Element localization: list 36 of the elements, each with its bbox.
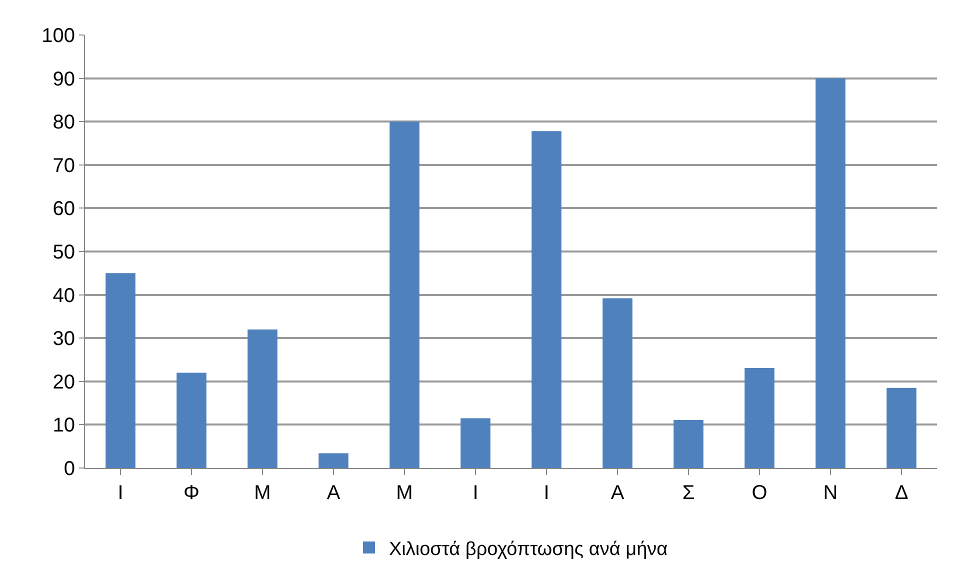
y-tick-label: 100 (42, 25, 75, 47)
y-tick-label: 70 (52, 154, 75, 177)
y-tick-label: 10 (52, 414, 75, 437)
x-tick-label: Ι (118, 482, 124, 504)
bar (248, 329, 278, 468)
y-tick-label: 90 (52, 68, 75, 90)
bar (886, 388, 916, 468)
x-tick-label: Α (326, 482, 341, 504)
bar (390, 122, 420, 468)
bar (176, 372, 206, 468)
x-tick-label: Ι (544, 482, 550, 504)
y-tick-label: 20 (52, 371, 75, 394)
y-tick-label: 60 (52, 198, 75, 220)
x-tick-label: Ν (823, 482, 838, 504)
bar (674, 420, 704, 468)
bar (106, 273, 136, 468)
bar (744, 368, 774, 468)
x-tick-label: Α (610, 482, 625, 504)
x-tick-label: Σ (682, 482, 695, 504)
bar (816, 78, 846, 468)
y-tick-label: 30 (52, 328, 75, 350)
bar (532, 131, 562, 468)
y-tick-label: 80 (52, 112, 75, 134)
y-tick-label: 0 (64, 458, 75, 480)
y-tick-label: 50 (52, 242, 75, 264)
legend-label: Χιλιοστά βροχόπτωσης ανά μήνα (389, 538, 668, 560)
bar (602, 298, 632, 468)
x-tick-label: Μ (254, 482, 271, 504)
x-tick-label: Μ (396, 482, 413, 504)
y-tick-label: 40 (52, 284, 75, 307)
x-tick-label: Δ (894, 482, 908, 504)
bar (460, 418, 490, 468)
x-tick-label: Ι (472, 482, 478, 504)
x-tick-label: Φ (184, 482, 200, 504)
x-tick-label: Ο (752, 482, 768, 504)
bar (318, 453, 348, 468)
